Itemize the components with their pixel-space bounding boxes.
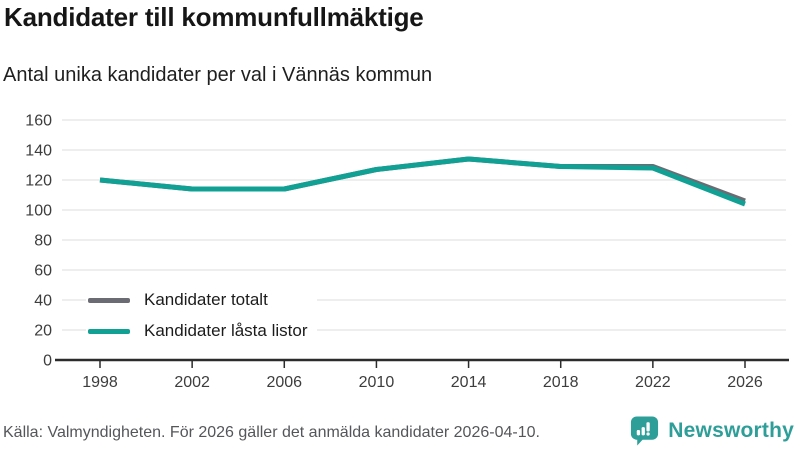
- legend-label: Kandidater låsta listor: [144, 321, 308, 341]
- svg-text:160: 160: [25, 113, 52, 130]
- line-chart-canvas: 0 20 40 60 80 100 120 140 160 1998 2002 2006 2010 201…: [25, 113, 789, 391]
- newsworthy-bubble-icon: [631, 416, 659, 446]
- svg-text:40: 40: [34, 293, 52, 310]
- svg-text:0: 0: [43, 353, 52, 370]
- svg-text:20: 20: [34, 323, 52, 340]
- page-title: Kandidater till kommunfullmäktige: [4, 2, 424, 32]
- svg-text:2018: 2018: [543, 374, 579, 391]
- page-subtitle: Antal unika kandidater per val i Vännäs …: [3, 64, 433, 86]
- source-note: Källa: Valmyndigheten. För 2026 gäller d…: [3, 424, 540, 441]
- newsworthy-wordmark: Newsworthy: [668, 418, 794, 442]
- svg-text:60: 60: [34, 263, 52, 280]
- chart-legend: Kandidater totalt Kandidater låsta listo…: [86, 288, 318, 344]
- svg-text:2026: 2026: [727, 374, 763, 391]
- legend-swatch-gray: [88, 297, 130, 303]
- legend-swatch-teal: [88, 329, 130, 335]
- line-chart: 0 20 40 60 80 100 120 140 160 1998 2002 2006 2010 201…: [0, 95, 800, 405]
- svg-text:2006: 2006: [266, 374, 302, 391]
- newsworthy-logo[interactable]: Newsworthy: [629, 415, 794, 446]
- svg-text:140: 140: [25, 143, 52, 160]
- svg-text:1998: 1998: [82, 374, 118, 391]
- svg-text:2014: 2014: [451, 374, 487, 391]
- legend-item-kandidater-totalt: Kandidater totalt: [86, 288, 318, 313]
- svg-text:2002: 2002: [174, 374, 210, 391]
- svg-text:100: 100: [25, 203, 52, 220]
- svg-text:80: 80: [34, 233, 52, 250]
- svg-text:2022: 2022: [635, 374, 671, 391]
- svg-text:2010: 2010: [359, 374, 395, 391]
- legend-item-kandidater-lasta-listor: Kandidater låsta listor: [86, 319, 318, 344]
- svg-text:120: 120: [25, 173, 52, 190]
- legend-label: Kandidater totalt: [144, 290, 268, 309]
